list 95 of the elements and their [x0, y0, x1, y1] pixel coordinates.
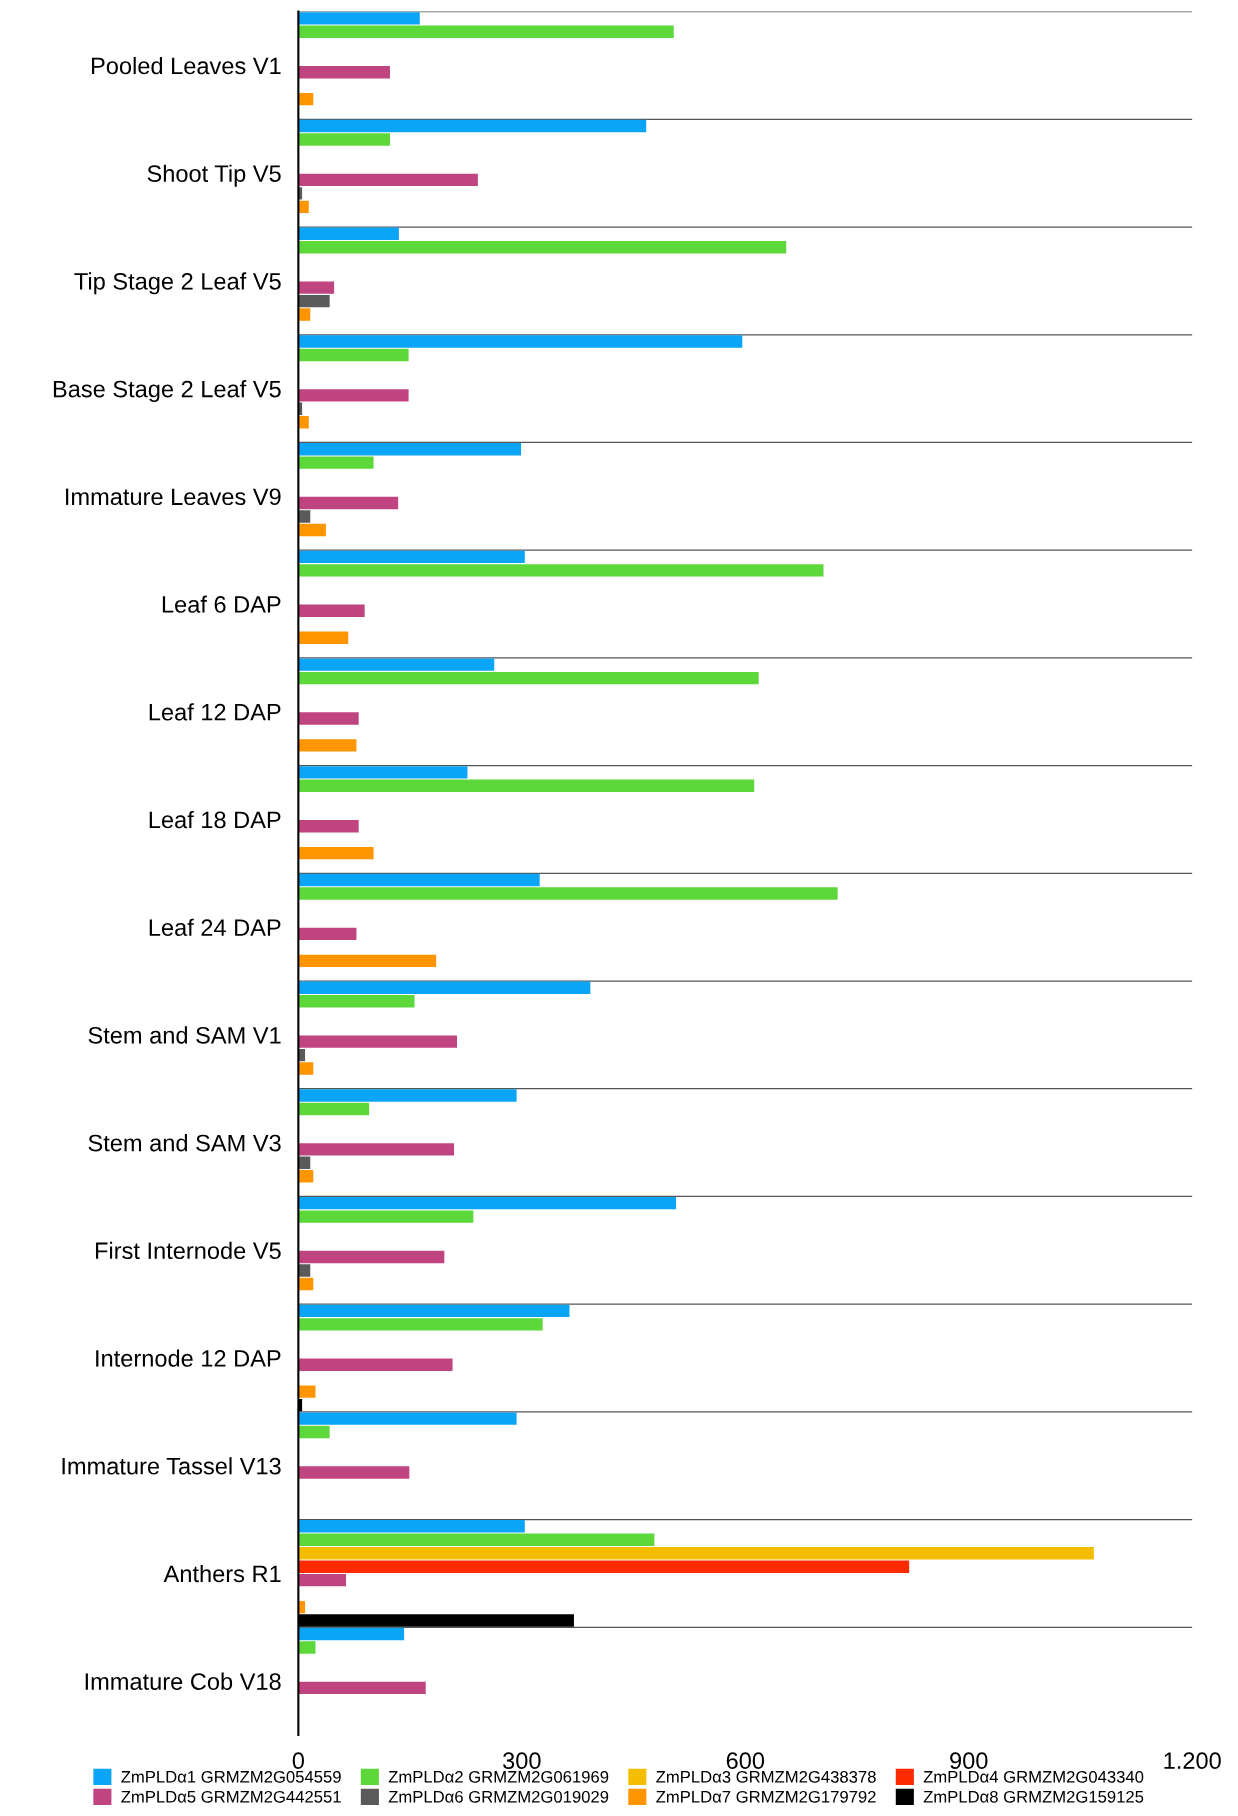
- bar: [298, 25, 674, 39]
- bar: [298, 712, 359, 725]
- bar: [298, 604, 365, 617]
- bar: [298, 631, 349, 644]
- bar: [298, 66, 390, 79]
- bar: [298, 739, 357, 752]
- bar: [298, 1170, 314, 1183]
- bar: [298, 119, 647, 133]
- bar: [298, 335, 743, 348]
- bar: [298, 1196, 676, 1210]
- bar: [298, 779, 755, 792]
- bar: [298, 133, 390, 146]
- y-tick-label: Stem and SAM V1: [88, 1026, 281, 1044]
- bar: [298, 1412, 517, 1425]
- y-tick-label: Tip Stage 2 Leaf V5: [74, 272, 281, 295]
- bar: [298, 1358, 453, 1371]
- bar: [298, 1520, 525, 1533]
- bar: [298, 1641, 316, 1654]
- bar: [298, 1547, 1094, 1560]
- bar: [298, 523, 326, 537]
- y-tick-label: Leaf 12 DAP: [149, 703, 281, 721]
- bar: [298, 443, 522, 456]
- bar: [298, 1573, 347, 1587]
- x-tick-label: 300: [503, 1752, 541, 1770]
- y-tick-label: Leaf 24 DAP: [149, 918, 281, 936]
- bar: [298, 348, 409, 362]
- bar: [298, 92, 314, 106]
- legend-label: ZmPLDα1 GRMZM2G054559: [121, 1770, 341, 1783]
- y-tick-label: Leaf 6 DAP: [162, 595, 281, 613]
- bar: [298, 389, 409, 402]
- bar: [298, 658, 495, 671]
- bar: [298, 416, 309, 429]
- bar: [298, 227, 399, 240]
- y-tick-label: First Internode V5: [95, 1241, 281, 1260]
- bar: [298, 1143, 455, 1156]
- bar: [298, 1466, 410, 1479]
- x-tick-label: 1.200: [1164, 1752, 1221, 1770]
- legend-label: ZmPLDα6 GRMZM2G019029: [388, 1790, 609, 1803]
- bar: [298, 766, 468, 779]
- bar: [298, 927, 357, 941]
- bar: [298, 846, 374, 860]
- bar: [298, 1250, 445, 1264]
- y-tick-label: Immature Cob V18: [85, 1672, 281, 1690]
- bar: [298, 873, 540, 887]
- y-tick-label: Stem and SAM V3: [88, 1134, 281, 1152]
- bar: [298, 510, 311, 523]
- bar: [298, 200, 309, 214]
- bar: [298, 1318, 543, 1331]
- y-tick-label: Base Stage 2 Leaf V5: [53, 380, 281, 403]
- legend-label: ZmPLDα2 GRMZM2G061969: [388, 1770, 609, 1783]
- y-tick-label: Pooled Leaves V1: [91, 56, 281, 75]
- legend-label: ZmPLDα8 GRMZM2G159125: [923, 1790, 1144, 1803]
- legend-label: ZmPLDα4 GRMZM2G043340: [923, 1770, 1144, 1783]
- bar: [298, 456, 374, 469]
- x-tick-label: 0: [292, 1752, 304, 1770]
- legend-label: ZmPLDα5 GRMZM2G442551: [121, 1790, 341, 1803]
- legend-label: ZmPLDα3 GRMZM2G438378: [656, 1770, 876, 1783]
- y-tick-label: Anthers R1: [163, 1564, 281, 1583]
- bar: [298, 1035, 458, 1048]
- bar: [298, 564, 824, 577]
- bar: [298, 1062, 314, 1075]
- bar: [298, 496, 399, 510]
- bar: [298, 308, 311, 321]
- x-tick-label: 900: [950, 1752, 988, 1770]
- bar: [298, 820, 359, 833]
- bar: [298, 1102, 370, 1116]
- bar: [298, 241, 787, 254]
- bar: [298, 1533, 655, 1546]
- bar: [298, 1277, 314, 1291]
- bar: [298, 173, 478, 187]
- bar: [298, 981, 591, 994]
- bar: [298, 1560, 910, 1573]
- bar: [298, 1304, 570, 1318]
- bar: [298, 12, 420, 25]
- y-tick-label: Leaf 18 DAP: [149, 810, 281, 829]
- bar: [298, 671, 759, 685]
- bar: [298, 1627, 405, 1641]
- bar: [298, 294, 330, 308]
- bar: [298, 1089, 517, 1102]
- bar: [298, 1385, 316, 1398]
- y-tick-label: Immature Leaves V9: [66, 488, 281, 506]
- bar: [298, 1210, 474, 1223]
- bar: [298, 995, 415, 1008]
- legend-label: ZmPLDα7 GRMZM2G179792: [656, 1790, 876, 1803]
- bar: [298, 1425, 330, 1439]
- bar: [298, 887, 838, 900]
- y-tick-label: Immature Tassel V13: [62, 1457, 281, 1475]
- y-tick-label: Shoot Tip V5: [147, 164, 281, 187]
- bar: [298, 954, 437, 968]
- bar: [298, 1264, 311, 1277]
- bar: [298, 281, 335, 294]
- bar: [298, 1681, 426, 1695]
- x-tick-label: 600: [726, 1752, 765, 1770]
- bar: [298, 550, 525, 564]
- y-tick-label: Internode 12 DAP: [96, 1349, 281, 1367]
